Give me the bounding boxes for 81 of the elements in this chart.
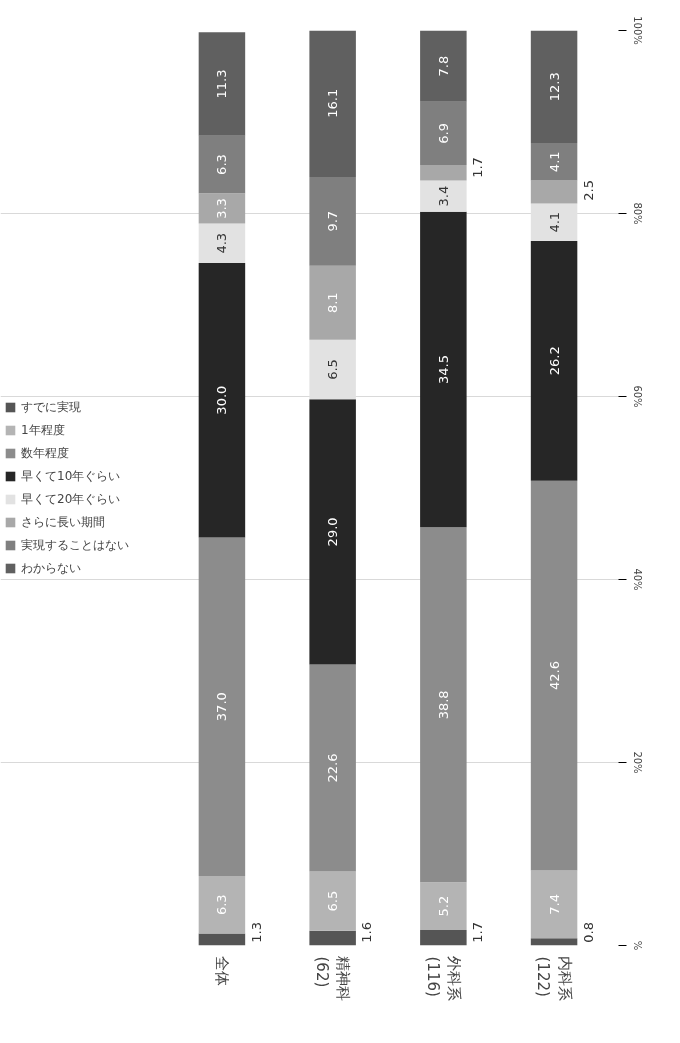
legend-label: 1年程度 <box>21 421 65 439</box>
bar <box>420 527 467 883</box>
bar <box>309 339 356 400</box>
y-tick-label: 60% <box>631 385 643 408</box>
data-label: 2.5 <box>580 180 596 201</box>
data-label: 6.9 <box>435 123 451 144</box>
bar <box>420 929 467 946</box>
data-label: 4.1 <box>546 211 562 233</box>
data-label: 1.7 <box>470 157 486 178</box>
bar <box>420 882 467 930</box>
bar <box>309 664 356 872</box>
data-label: 7.4 <box>546 893 562 915</box>
y-tick-label: 100% <box>631 16 643 45</box>
data-label: 3.3 <box>214 198 230 219</box>
data-label: 6.3 <box>214 154 230 175</box>
legend-label: 実現することはない <box>21 536 129 554</box>
bar <box>198 537 246 876</box>
data-label: 4.3 <box>214 232 230 254</box>
data-label: 37.0 <box>214 692 230 722</box>
data-label: 42.6 <box>546 661 562 691</box>
data-label: 5.2 <box>435 895 451 917</box>
y-tick-label: 80% <box>631 202 643 225</box>
bar <box>420 101 467 166</box>
bar <box>530 30 578 144</box>
bar <box>530 480 578 871</box>
data-label: 26.2 <box>546 346 562 376</box>
data-label: 22.6 <box>325 753 341 783</box>
legend-label: 早くて20年ぐらい <box>21 490 121 508</box>
bar <box>530 240 578 481</box>
y-tick-label: 40% <box>631 568 643 591</box>
bar <box>198 875 246 934</box>
data-label: 38.8 <box>435 690 451 720</box>
bar <box>309 871 356 931</box>
bar <box>309 399 356 665</box>
data-label: 29.0 <box>325 517 341 547</box>
y-tick-label: 20% <box>631 751 643 774</box>
data-label: 12.3 <box>546 72 562 102</box>
bar <box>420 165 467 181</box>
data-label: 30.0 <box>214 385 230 415</box>
bar <box>309 265 356 340</box>
data-label: 16.1 <box>325 88 341 118</box>
legend-label: さらに長い期間 <box>21 513 105 531</box>
legend-label: すでに実現 <box>21 398 81 416</box>
x-tick-label: 全体 <box>212 956 231 987</box>
legend-label: 早くて10年ぐらい <box>21 467 121 485</box>
bar <box>198 933 246 946</box>
data-label: 6.5 <box>325 890 341 912</box>
data-label: 6.3 <box>214 894 230 916</box>
y-tick-label: % <box>631 940 643 951</box>
bar <box>198 135 246 194</box>
bar <box>198 223 246 263</box>
data-label: 9.7 <box>325 210 341 232</box>
data-label: 7.8 <box>435 55 451 77</box>
x-tick-label: 外科系 (116) <box>423 956 464 1002</box>
data-label: 4.1 <box>546 151 562 173</box>
bar <box>198 262 246 538</box>
data-label: 6.5 <box>325 359 341 380</box>
bar <box>420 211 467 528</box>
data-label: 0.8 <box>580 922 596 943</box>
data-label: 1.6 <box>359 922 375 943</box>
data-label: 3.4 <box>435 185 451 207</box>
legend-label: 数年程度 <box>21 444 69 462</box>
bar <box>309 176 356 266</box>
legend-label: わからない <box>21 559 81 577</box>
data-label: 1.3 <box>248 922 264 943</box>
bar <box>530 180 578 204</box>
data-label: 1.7 <box>470 922 486 943</box>
data-label: 8.1 <box>325 292 341 314</box>
data-label: 11.3 <box>214 69 230 99</box>
bar <box>530 870 578 939</box>
bar <box>420 180 467 212</box>
bar <box>198 32 246 136</box>
bar <box>309 30 356 177</box>
bar <box>420 30 467 102</box>
x-tick-label: 精神科 (62) <box>312 956 353 1002</box>
bar <box>198 193 246 224</box>
bar <box>530 938 578 946</box>
x-tick-label: 内科系 (122) <box>534 956 574 1002</box>
data-label: 34.5 <box>435 355 451 384</box>
bar <box>309 930 356 946</box>
bar <box>530 143 578 181</box>
